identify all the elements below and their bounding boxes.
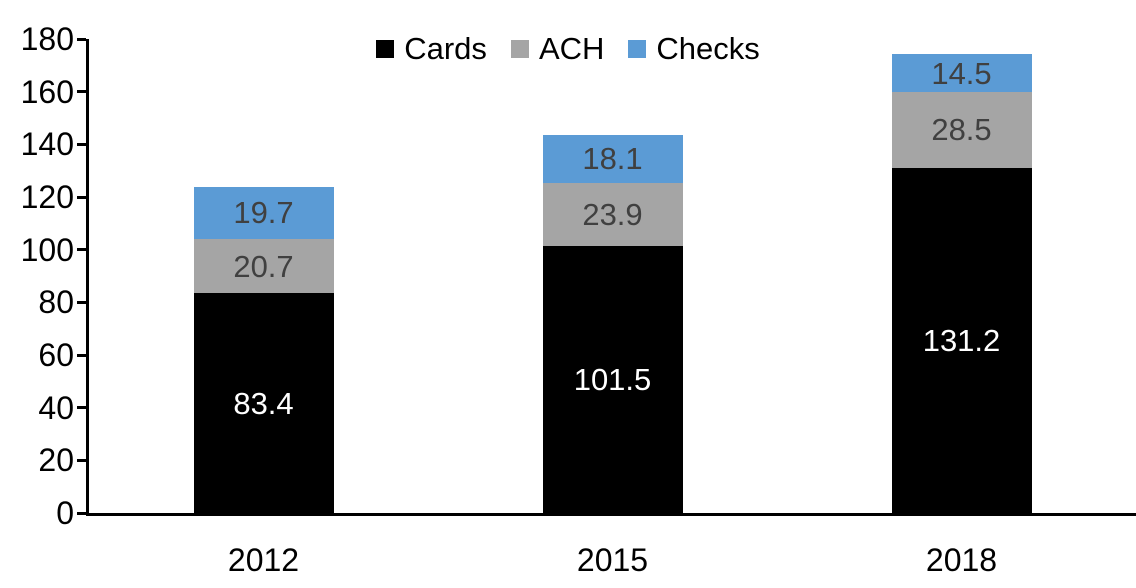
legend-item-checks: Checks xyxy=(628,31,760,66)
y-axis-tick-label: 0 xyxy=(56,495,74,531)
y-axis-tick xyxy=(77,406,86,410)
y-axis-tick xyxy=(77,353,86,357)
legend: Cards ACH Checks xyxy=(0,33,1136,64)
bar-segment-value: 23.9 xyxy=(582,196,643,232)
legend-swatch-icon xyxy=(510,39,529,58)
legend-item-cards: Cards xyxy=(376,33,487,64)
bar-segment-value: 18.1 xyxy=(582,141,643,177)
bar-segment-value: 131.2 xyxy=(922,322,1001,358)
bar-2012: 83.4 20.7 19.7 xyxy=(193,39,334,513)
y-axis-tick-label: 60 xyxy=(38,337,74,373)
bar-2018: 131.2 28.5 14.5 xyxy=(891,39,1032,513)
y-axis-tick-label: 40 xyxy=(38,389,74,426)
y-axis-tick xyxy=(77,300,86,304)
y-axis-tick xyxy=(77,195,86,199)
bar-2015: 101.5 23.9 18.1 xyxy=(542,39,683,513)
y-axis-tick xyxy=(77,248,86,252)
legend-label: Cards xyxy=(404,31,487,66)
y-axis-line xyxy=(86,39,89,516)
bar-segment-checks-2015: 18.1 xyxy=(542,135,683,183)
y-axis-tick-label: 160 xyxy=(20,73,74,110)
y-axis-tick xyxy=(77,90,86,94)
bar-segment-value: 83.4 xyxy=(233,385,294,421)
bar-segment-ach-2015: 23.9 xyxy=(542,182,683,246)
x-axis-label-2012: 2012 xyxy=(227,542,300,578)
x-axis-label-2018: 2018 xyxy=(925,542,998,578)
bar-segment-checks-2018: 14.5 xyxy=(891,54,1032,93)
bar-segment-ach-2018: 28.5 xyxy=(891,92,1032,168)
y-axis-tick-label: 100 xyxy=(20,231,74,268)
y-axis-tick xyxy=(77,142,86,146)
y-axis-tick xyxy=(77,511,86,515)
bar-segment-value: 20.7 xyxy=(233,248,294,284)
y-axis-tick xyxy=(77,458,86,462)
y-axis-tick-label: 20 xyxy=(38,442,74,479)
bar-segment-value: 14.5 xyxy=(931,55,992,91)
bar-segment-value: 19.7 xyxy=(233,195,294,231)
y-axis-labels: 0 20 40 60 80 100 120 140 160 180 xyxy=(0,23,74,529)
bar-segment-value: 28.5 xyxy=(931,112,992,148)
legend-swatch-icon xyxy=(628,39,647,58)
plot-area: 83.4 20.7 19.7 101.5 23.9 18.1 131.2 28.5 14.5 xyxy=(77,37,1136,516)
bar-segment-value: 101.5 xyxy=(573,361,652,397)
legend-swatch-icon xyxy=(376,39,395,58)
legend-item-ach: ACH xyxy=(510,31,605,66)
bar-segment-cards-2015: 101.5 xyxy=(542,245,683,513)
y-axis-tick-label: 80 xyxy=(38,284,74,321)
x-axis-label-2015: 2015 xyxy=(576,542,649,578)
bar-segment-cards-2012: 83.4 xyxy=(193,293,334,513)
y-axis-tick-label: 180 xyxy=(20,21,74,57)
bar-segment-cards-2018: 131.2 xyxy=(891,167,1032,513)
bar-segment-checks-2012: 19.7 xyxy=(193,187,334,239)
y-axis-tick-label: 120 xyxy=(20,179,74,215)
x-axis-line xyxy=(86,513,1136,516)
legend-label: Checks xyxy=(656,31,760,66)
legend-label: ACH xyxy=(538,31,605,66)
y-axis-tick-label: 140 xyxy=(20,126,74,163)
y-axis-tick xyxy=(77,37,86,41)
bar-segment-ach-2012: 20.7 xyxy=(193,238,334,294)
